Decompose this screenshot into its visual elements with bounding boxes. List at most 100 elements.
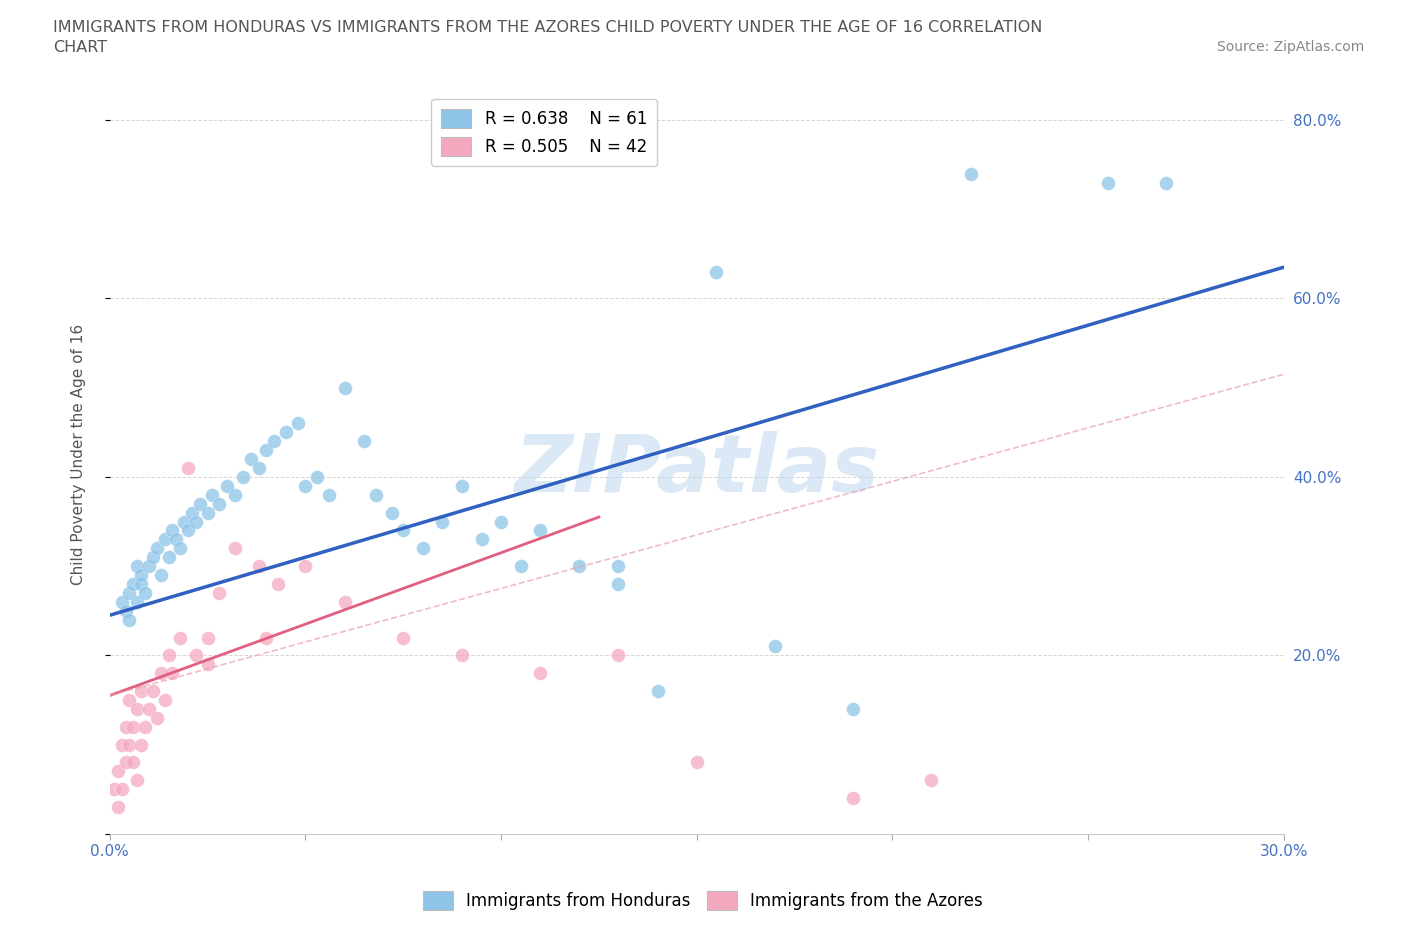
Point (254, 443, 277, 458)
Point (107, 764, 129, 778)
Legend: R = 0.638    N = 61, R = 0.505    N = 42: R = 0.638 N = 61, R = 0.505 N = 42 (432, 99, 657, 166)
Text: CHART: CHART (53, 40, 107, 55)
Point (489, 514, 512, 529)
Point (842, 701, 865, 716)
Point (110, 594, 132, 609)
Point (287, 416, 309, 431)
Point (118, 586, 141, 601)
Point (647, 684, 669, 698)
Point (118, 612, 141, 627)
Point (127, 559, 149, 574)
Point (333, 380, 356, 395)
Point (432, 514, 454, 529)
Point (114, 719, 136, 734)
Point (134, 586, 156, 601)
Point (127, 773, 149, 788)
Point (142, 684, 165, 698)
Point (118, 737, 141, 752)
Point (146, 541, 169, 556)
Point (114, 755, 136, 770)
Point (110, 782, 132, 797)
Point (842, 790, 865, 805)
Point (364, 487, 387, 502)
Point (267, 577, 290, 591)
Point (200, 487, 222, 502)
Point (704, 264, 727, 279)
Point (686, 755, 709, 770)
Point (114, 604, 136, 618)
Point (208, 586, 231, 601)
Point (217, 478, 239, 493)
Point (294, 478, 316, 493)
Point (959, 166, 981, 181)
Point (149, 666, 172, 681)
Point (138, 559, 160, 574)
Point (129, 737, 152, 752)
Y-axis label: Child Poverty Under the Age of 16: Child Poverty Under the Age of 16 (72, 324, 86, 585)
Point (103, 782, 125, 797)
Point (110, 737, 132, 752)
Point (318, 487, 340, 502)
Point (177, 523, 200, 538)
Point (122, 719, 145, 734)
Point (162, 666, 184, 681)
Text: ZIPatlas: ZIPatlas (515, 431, 879, 509)
Point (247, 460, 270, 475)
Text: Source: ZipAtlas.com: Source: ZipAtlas.com (1216, 40, 1364, 54)
Point (529, 666, 551, 681)
Point (184, 514, 207, 529)
Point (380, 505, 402, 520)
Point (127, 701, 149, 716)
Point (224, 487, 246, 502)
Point (129, 684, 152, 698)
Point (1097, 175, 1119, 190)
Point (412, 541, 434, 556)
Point (134, 719, 156, 734)
Point (173, 514, 195, 529)
Point (607, 559, 630, 574)
Point (529, 523, 551, 538)
Point (118, 693, 141, 708)
Point (129, 567, 152, 582)
Point (239, 452, 262, 467)
Point (177, 460, 200, 475)
Point (165, 532, 187, 547)
Point (509, 559, 531, 574)
Point (197, 630, 219, 644)
Point (920, 773, 942, 788)
Text: IMMIGRANTS FROM HONDURAS VS IMMIGRANTS FROM THE AZORES CHILD POVERTY UNDER THE A: IMMIGRANTS FROM HONDURAS VS IMMIGRANTS F… (53, 20, 1043, 35)
Legend: Immigrants from Honduras, Immigrants from the Azores: Immigrants from Honduras, Immigrants fro… (416, 884, 990, 917)
Point (162, 523, 184, 538)
Point (247, 559, 270, 574)
Point (470, 532, 492, 547)
Point (294, 559, 316, 574)
Point (142, 550, 165, 565)
Point (181, 505, 204, 520)
Point (153, 693, 176, 708)
Point (1154, 175, 1177, 190)
Point (392, 630, 415, 644)
Point (129, 577, 152, 591)
Point (107, 800, 129, 815)
Point (263, 433, 285, 448)
Point (568, 559, 591, 574)
Point (607, 648, 630, 663)
Point (392, 523, 415, 538)
Point (307, 470, 329, 485)
Point (188, 497, 211, 512)
Point (146, 711, 169, 725)
Point (169, 630, 191, 644)
Point (333, 594, 356, 609)
Point (122, 755, 145, 770)
Point (138, 701, 160, 716)
Point (197, 505, 219, 520)
Point (157, 550, 180, 565)
Point (232, 470, 254, 485)
Point (197, 657, 219, 671)
Point (149, 567, 172, 582)
Point (153, 532, 176, 547)
Point (224, 541, 246, 556)
Point (157, 648, 180, 663)
Point (208, 497, 231, 512)
Point (451, 648, 474, 663)
